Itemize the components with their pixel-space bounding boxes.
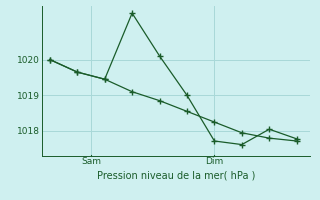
X-axis label: Pression niveau de la mer( hPa ): Pression niveau de la mer( hPa )	[97, 171, 255, 181]
